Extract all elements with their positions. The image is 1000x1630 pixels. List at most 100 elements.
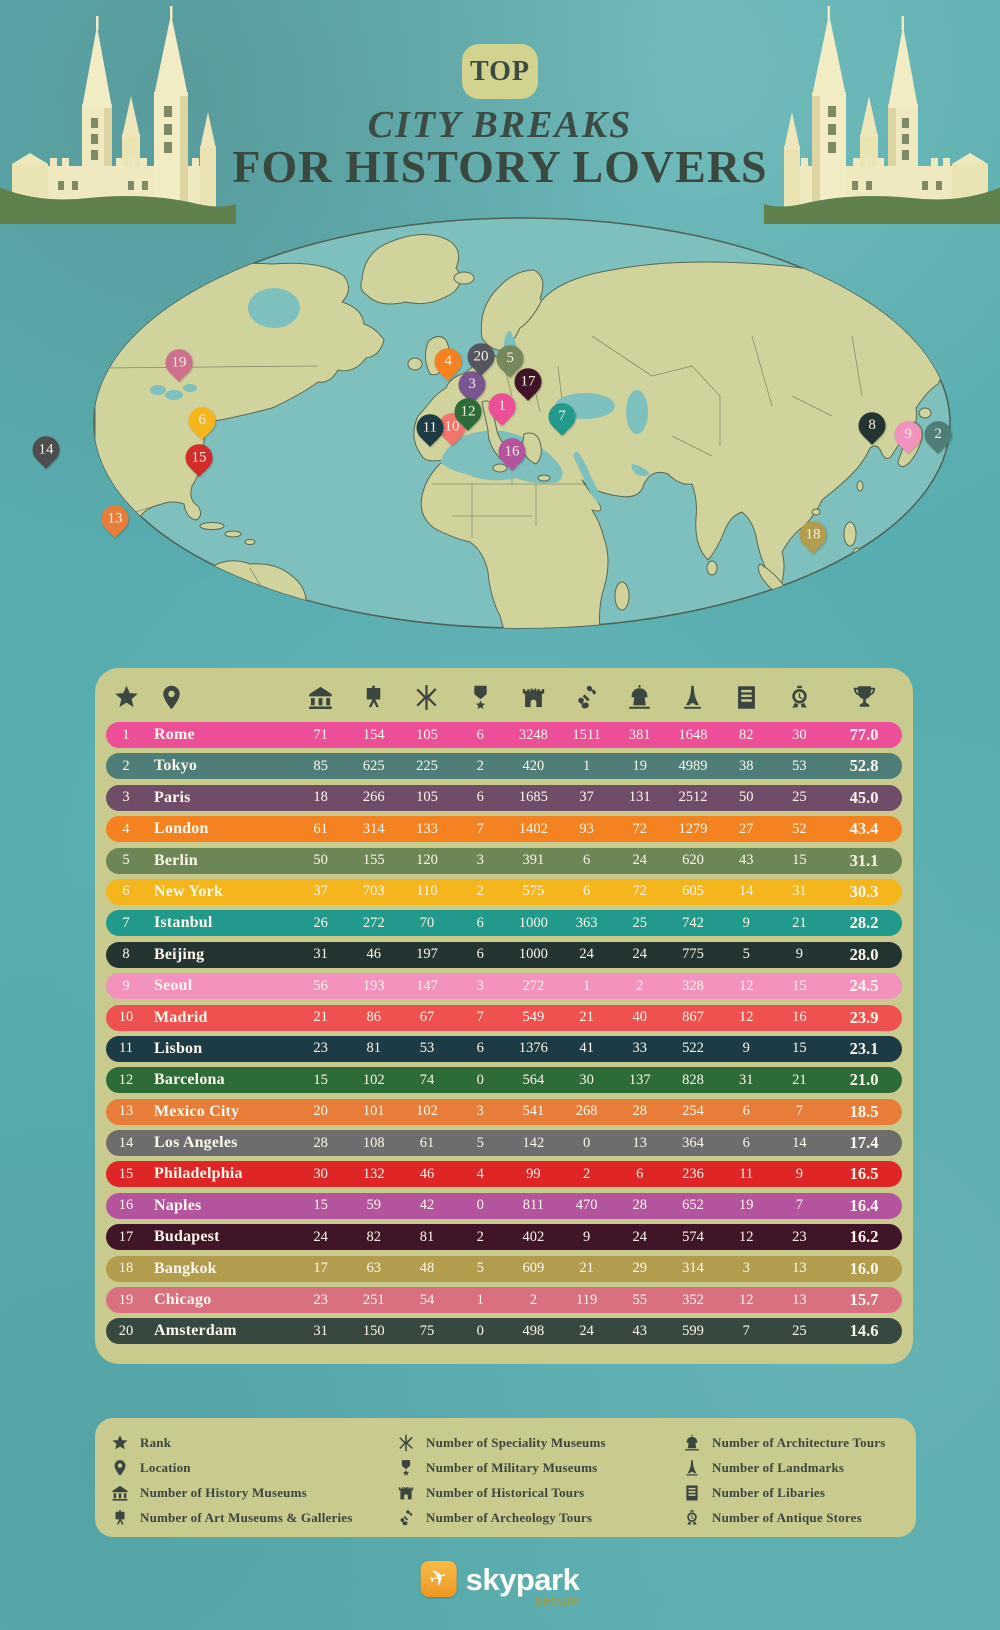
legend-item-label: Number of Historical Tours: [426, 1484, 585, 1500]
map-pin-number: 20: [473, 348, 489, 365]
cell-history-museums: 56: [313, 977, 328, 994]
cell-score: 30.3: [849, 881, 879, 901]
map-pin-number: 15: [191, 449, 207, 466]
cell-military-museums: 6: [476, 1040, 484, 1057]
cell-landmarks: 620: [682, 852, 704, 869]
cell-archeology-tours: 470: [575, 1197, 598, 1214]
cell-antique-stores: 25: [792, 789, 807, 806]
cell-score: 18.5: [849, 1101, 879, 1121]
cell-archeology-tours: 37: [579, 789, 594, 806]
cell-archeology-tours: 1: [582, 977, 591, 994]
cell-antique-stores: 21: [792, 1071, 807, 1088]
cell-art-museums: 46: [366, 946, 382, 963]
legend-item-label: Number of Military Museums: [426, 1459, 598, 1475]
cell-historical-tours: 1376: [518, 1040, 548, 1057]
map-pin-number: 14: [38, 441, 54, 458]
cell-history-museums: 15: [313, 1071, 328, 1088]
cell-historical-tours: 575: [522, 883, 545, 900]
table-row: 1 Rome 71 154 105 6 3248 1511 381 1648 8…: [106, 722, 902, 748]
cell-score: 16.5: [849, 1164, 879, 1184]
table-row: 3 Paris 18 266 105 6 1685 37 131 2512 50…: [106, 784, 902, 811]
landmarks-icon: [686, 1460, 697, 1475]
cell-archeology-tours: 119: [575, 1291, 598, 1308]
map-pin: 4: [428, 342, 468, 381]
cell-historical-tours: 811: [522, 1197, 544, 1214]
cell-architecture-tours: 2: [636, 977, 644, 994]
cell-rank: 1: [122, 726, 130, 743]
cell-military-museums: 0: [476, 1322, 484, 1339]
cell-history-museums: 31: [313, 1322, 328, 1339]
cell-speciality-museums: 75: [419, 1322, 435, 1339]
cell-score: 15.7: [849, 1290, 879, 1310]
legend-item-label: Number of History Museums: [140, 1484, 307, 1500]
table-row: 17 Budapest 24 82 81 2 402 9 24 574 12 2…: [106, 1224, 902, 1251]
legend-item: Number of Speciality Museums: [397, 1431, 683, 1454]
cell-architecture-tours: 13: [632, 1134, 648, 1151]
map-pin-number: 17: [520, 373, 536, 390]
cell-libraries: 7: [742, 1322, 750, 1339]
top-badge: TOP: [462, 44, 538, 99]
legend-item-label: Location: [140, 1459, 191, 1475]
cell-rank: 8: [122, 946, 130, 963]
page-title: FOR HISTORY LOVERS: [232, 141, 768, 192]
cell-architecture-tours: 131: [628, 789, 651, 806]
map-pin-number: 3: [468, 376, 476, 393]
cell-score: 17.4: [849, 1133, 879, 1153]
cell-libraries: 9: [742, 1040, 750, 1057]
cell-score: 16.4: [849, 1195, 879, 1215]
cell-historical-tours: 272: [522, 977, 545, 994]
cell-landmarks: 742: [682, 914, 704, 931]
military-museums-icon: [402, 1460, 410, 1476]
cell-speciality-museums: 53: [419, 1040, 435, 1057]
libraries-icon: [738, 686, 755, 709]
cell-rank: 20: [118, 1322, 134, 1339]
map-pin: 9: [888, 415, 928, 454]
map-pin-marker: 14: [26, 430, 66, 469]
map-pin-marker: 17: [508, 362, 548, 401]
cell-libraries: 12: [738, 1291, 754, 1308]
cell-speciality-museums: 197: [416, 946, 438, 963]
cell-city: Mexico City: [154, 1102, 240, 1120]
map-pin: 14: [26, 430, 66, 469]
cell-archeology-tours: 9: [582, 1228, 591, 1245]
brand-wordmark: skypark secure: [465, 1561, 580, 1608]
brand-wordmark-sub: secure: [534, 1592, 580, 1608]
cell-speciality-museums: 61: [419, 1134, 435, 1151]
cell-architecture-tours: 381: [628, 726, 651, 743]
cell-military-museums: 6: [476, 914, 484, 931]
cell-art-museums: 86: [366, 1009, 382, 1026]
cell-city: Los Angeles: [154, 1134, 238, 1152]
cell-history-museums: 24: [313, 1228, 328, 1245]
cell-city: Lisbon: [154, 1039, 203, 1057]
cell-historical-tours: 564: [522, 1071, 545, 1088]
cell-antique-stores: 14: [792, 1134, 807, 1151]
legend-item-label: Rank: [140, 1434, 172, 1450]
legend-item-label: Number of Archeology Tours: [426, 1509, 593, 1525]
cell-score: 21.0: [849, 1070, 879, 1090]
table-row: 8 Beijing 31 46 197 6 1000 24 24 775 5 9…: [106, 941, 902, 968]
legend-item: Number of Military Museums: [397, 1456, 683, 1479]
cell-city: Seoul: [154, 977, 193, 995]
cell-architecture-tours: 137: [628, 1071, 651, 1088]
cell-art-museums: 150: [362, 1322, 385, 1339]
cell-city: Philadelphia: [154, 1165, 243, 1183]
cell-history-museums: 15: [313, 1197, 328, 1214]
airplane-icon: ✈: [425, 1563, 452, 1594]
cell-military-museums: 6: [476, 726, 484, 743]
cell-antique-stores: 7: [795, 1197, 804, 1214]
cell-archeology-tours: 1: [582, 757, 591, 774]
map-pin: 12: [448, 392, 488, 431]
cell-landmarks: 236: [682, 1165, 704, 1182]
cell-military-museums: 5: [476, 1260, 484, 1277]
cell-city: Amsterdam: [154, 1322, 237, 1340]
cell-historical-tours: 1000: [518, 946, 548, 963]
cell-historical-tours: 99: [526, 1165, 541, 1182]
cell-architecture-tours: 24: [632, 1228, 648, 1245]
cell-architecture-tours: 72: [632, 883, 648, 900]
architecture-tours-icon: [629, 685, 650, 709]
map-pin-number: 19: [171, 354, 187, 371]
cell-historical-tours: 1685: [518, 789, 548, 806]
cell-antique-stores: 16: [792, 1009, 807, 1026]
cell-history-museums: 85: [313, 757, 328, 774]
cell-landmarks: 599: [682, 1322, 704, 1339]
